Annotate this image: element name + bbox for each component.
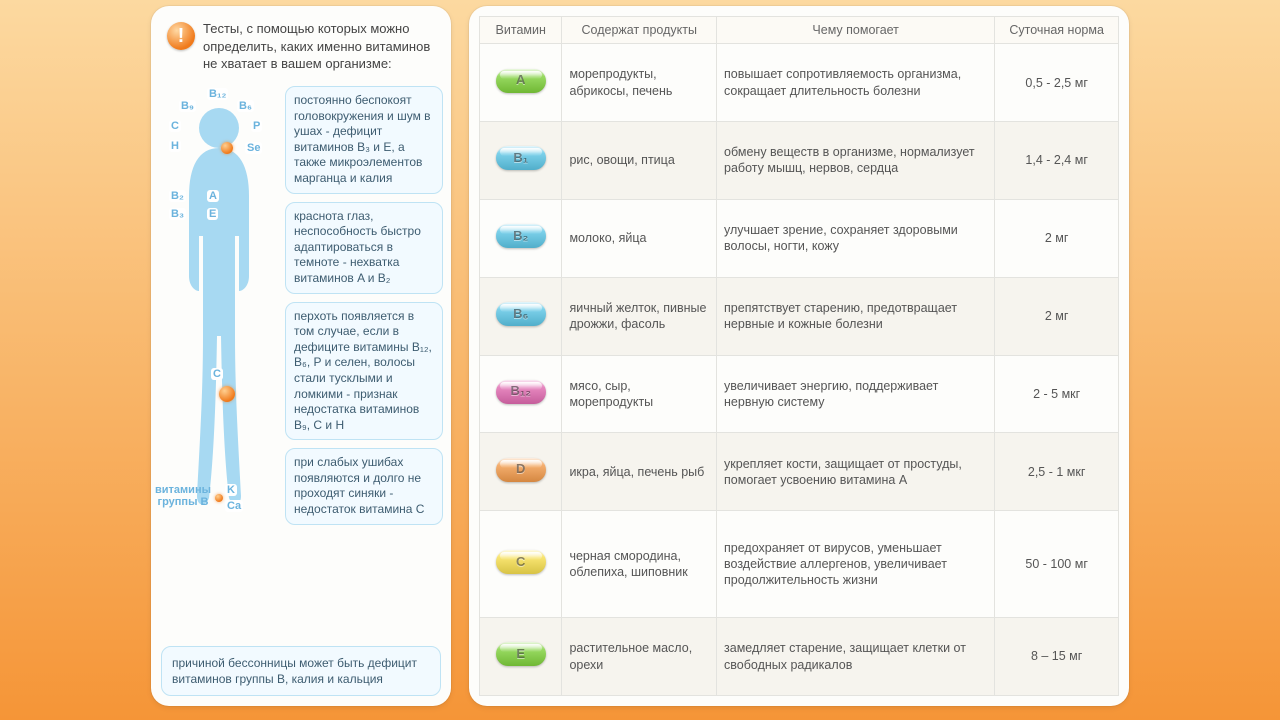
cell-vitamin: C [480,511,562,618]
vitamin-pill-icon: B₂ [496,224,546,248]
vitamin-pill-label: C [496,550,546,574]
cell-foods: яичный желток, пивные дрожжи, фасоль [562,277,717,355]
cell-benefit: обмену веществ в организме, нормализует … [717,122,995,200]
alert-icon: ! [167,22,195,50]
cell-benefit: увеличивает энергию, поддерживает нервну… [717,355,995,433]
table-row: Dикра, яйца, печень рыбукрепляет кости, … [480,433,1119,511]
vitamin-pill-icon: B₆ [496,302,546,326]
page-background: ! Тесты, с помощью которых можно определ… [0,0,1280,720]
figure-label-a: A [207,190,219,202]
left-panel: ! Тесты, с помощью которых можно определ… [151,6,451,706]
table-row: B₁ рис, овощи, птицаобмену веществ в орга… [480,122,1119,200]
table-row: B₆ яичный желток, пивные дрожжи, фасольпр… [480,277,1119,355]
cell-vitamin: D [480,433,562,511]
cell-dose: 2,5 - 1 мкг [995,433,1119,511]
th-dose: Суточная норма [995,17,1119,44]
cell-vitamin: B₁₂ [480,355,562,433]
cell-dose: 0,5 - 2,5 мг [995,44,1119,122]
vitamin-pill-label: E [496,642,546,666]
figure-label-b9: B₉ [179,100,196,112]
cell-vitamin: B₁ [480,122,562,200]
orange-dot-knee [219,386,235,402]
table-row: Cчерная смородина, облепиха, шиповникпре… [480,511,1119,618]
cell-dose: 1,4 - 2,4 мг [995,122,1119,200]
cell-dose: 8 – 15 мг [995,618,1119,696]
th-benefit: Чему помогает [717,17,995,44]
cell-benefit: замедляет старение, защищает клетки от с… [717,618,995,696]
vitamin-pill-icon: C [496,550,546,574]
figure-label-p: P [251,120,262,132]
vitamin-pill-icon: E [496,642,546,666]
cell-vitamin: B₂ [480,199,562,277]
vitamins-table: Витамин Содержат продукты Чему помогает … [479,16,1119,696]
cell-foods: рис, овощи, птица [562,122,717,200]
cell-dose: 50 - 100 мг [995,511,1119,618]
table-row: B₂ молоко, яйцаулучшает зрение, сохраняет… [480,199,1119,277]
callout-2: краснота глаз, неспособность быстро адап… [285,202,443,294]
figure-label-b3: B₃ [169,208,186,220]
figure-label-e: E [207,208,218,220]
figure-label-h: H [169,140,181,152]
figure-label-b12: B₁₂ [207,88,228,100]
table-row: B₁₂ мясо, сыр, морепродуктыувеличивает эн… [480,355,1119,433]
vitamin-pill-icon: B₁ [496,146,546,170]
vitamin-pill-label: D [496,458,546,482]
cell-vitamin: A [480,44,562,122]
cell-benefit: укрепляет кости, защищает от простуды, п… [717,433,995,511]
th-foods: Содержат продукты [562,17,717,44]
cell-dose: 2 мг [995,199,1119,277]
cell-foods: морепродукты, абрикосы, печень [562,44,717,122]
figure-label-c-knee: C [211,368,223,380]
cell-foods: растительное масло, орехи [562,618,717,696]
vitamin-pill-icon: D [496,458,546,482]
cell-dose: 2 мг [995,277,1119,355]
vitamin-pill-label: B₂ [496,224,546,248]
intro-text: Тесты, с помощью которых можно определит… [203,20,435,73]
figure-label-c: C [169,120,181,132]
cell-dose: 2 - 5 мкг [995,355,1119,433]
cell-benefit: улучшает зрение, сохраняет здоровыми вол… [717,199,995,277]
table-row: Eрастительное масло, орехизамедляет стар… [480,618,1119,696]
table-header-row: Витамин Содержат продукты Чему помогает … [480,17,1119,44]
figure-label-b2: B₂ [169,190,186,202]
th-vitamin: Витамин [480,17,562,44]
callouts-column: постоянно беспокоят головокружения и шум… [285,86,443,525]
right-panel: Витамин Содержат продукты Чему помогает … [469,6,1129,706]
cell-benefit: препятствует старению, предотвращает нер… [717,277,995,355]
intro-block: ! Тесты, с помощью которых можно определ… [161,16,441,81]
figure-label-b6: B₆ [237,100,254,112]
cell-benefit: предохраняет от вирусов, уменьшает возде… [717,511,995,618]
cell-foods: мясо, сыр, морепродукты [562,355,717,433]
vitamin-pill-label: A [496,69,546,93]
cell-vitamin: E [480,618,562,696]
orange-dot-foot [215,494,223,502]
cell-benefit: повышает сопротивляемость организма, сок… [717,44,995,122]
panels-row: ! Тесты, с помощью которых можно определ… [151,0,1129,712]
figure-label-k: K [225,484,237,496]
vitamin-pill-icon: A [496,69,546,93]
cell-foods: икра, яйца, печень рыб [562,433,717,511]
callout-1: постоянно беспокоят головокружения и шум… [285,86,443,194]
body-figure: B₁₂ B₉ B₆ C P H Se B₂ A B₃ E C витамины … [159,86,279,516]
callout-wide: причиной бессонницы может быть дефицит в… [161,646,441,696]
cell-foods: молоко, яйца [562,199,717,277]
table-row: Aморепродукты, абрикосы, печеньповышает … [480,44,1119,122]
callout-3: перхоть появляется в том случае, если в … [285,302,443,441]
figure-label-group-b: витамины группы B [153,484,213,508]
vitamin-pill-label: B₁₂ [496,380,546,404]
cell-vitamin: B₆ [480,277,562,355]
orange-dot-head [221,142,233,154]
figure-label-ca: Ca [225,500,243,512]
cell-foods: черная смородина, облепиха, шиповник [562,511,717,618]
vitamin-pill-icon: B₁₂ [496,380,546,404]
vitamin-pill-label: B₆ [496,302,546,326]
figure-label-se: Se [245,142,262,154]
callout-4: при слабых ушибах появляются и долго не … [285,448,443,524]
vitamin-pill-label: B₁ [496,146,546,170]
